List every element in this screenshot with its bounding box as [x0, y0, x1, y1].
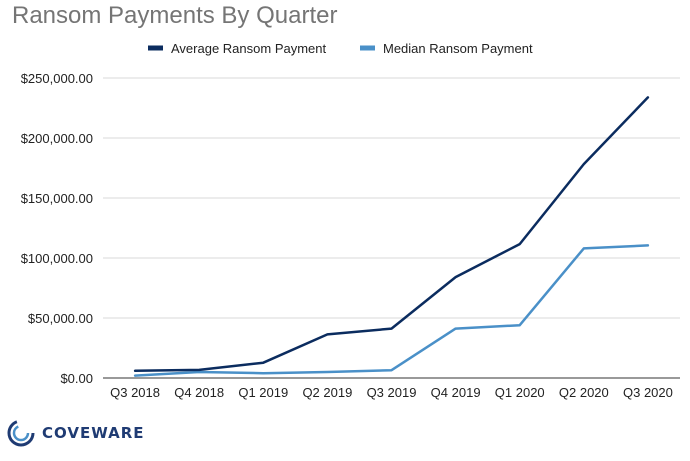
x-tick-label: Q2 2019: [302, 385, 352, 400]
logo-text: COVEWARE: [42, 424, 145, 442]
x-tick-label: Q1 2020: [495, 385, 545, 400]
x-axis: Q3 2018 Q4 2018 Q1 2019 Q2 2019 Q3 2019 Q4 20…: [110, 385, 673, 400]
coveware-logo: COVEWARE: [6, 418, 145, 448]
y-tick-label: $150,000.00: [21, 191, 93, 206]
legend-label: Average Ransom Payment: [171, 41, 327, 56]
series-lines: [133, 96, 650, 377]
x-tick-label: Q4 2019: [431, 385, 481, 400]
y-tick-label: $200,000.00: [21, 131, 93, 146]
x-tick-label: Q2 2020: [559, 385, 609, 400]
x-tick-label: Q3 2018: [110, 385, 160, 400]
legend: Average Ransom Payment Median Ransom Paym…: [148, 41, 533, 56]
series-line: [133, 244, 650, 377]
gridlines: [103, 77, 680, 379]
x-tick-label: Q1 2019: [238, 385, 288, 400]
coveware-swirl-icon: [7, 419, 35, 447]
y-tick-label: $250,000.00: [21, 71, 93, 86]
y-tick-label: $0.00: [60, 371, 93, 386]
x-tick-label: Q4 2018: [174, 385, 224, 400]
x-tick-label: Q3 2020: [623, 385, 673, 400]
y-tick-label: $50,000.00: [28, 311, 93, 326]
x-tick-label: Q3 2019: [367, 385, 417, 400]
y-tick-label: $100,000.00: [21, 251, 93, 266]
y-axis: $0.00 $50,000.00 $100,000.00 $150,000.00 $20…: [21, 71, 93, 386]
chart-title: Ransom Payments By Quarter: [12, 2, 338, 29]
series-line: [133, 96, 650, 373]
legend-label: Median Ransom Payment: [383, 41, 533, 56]
